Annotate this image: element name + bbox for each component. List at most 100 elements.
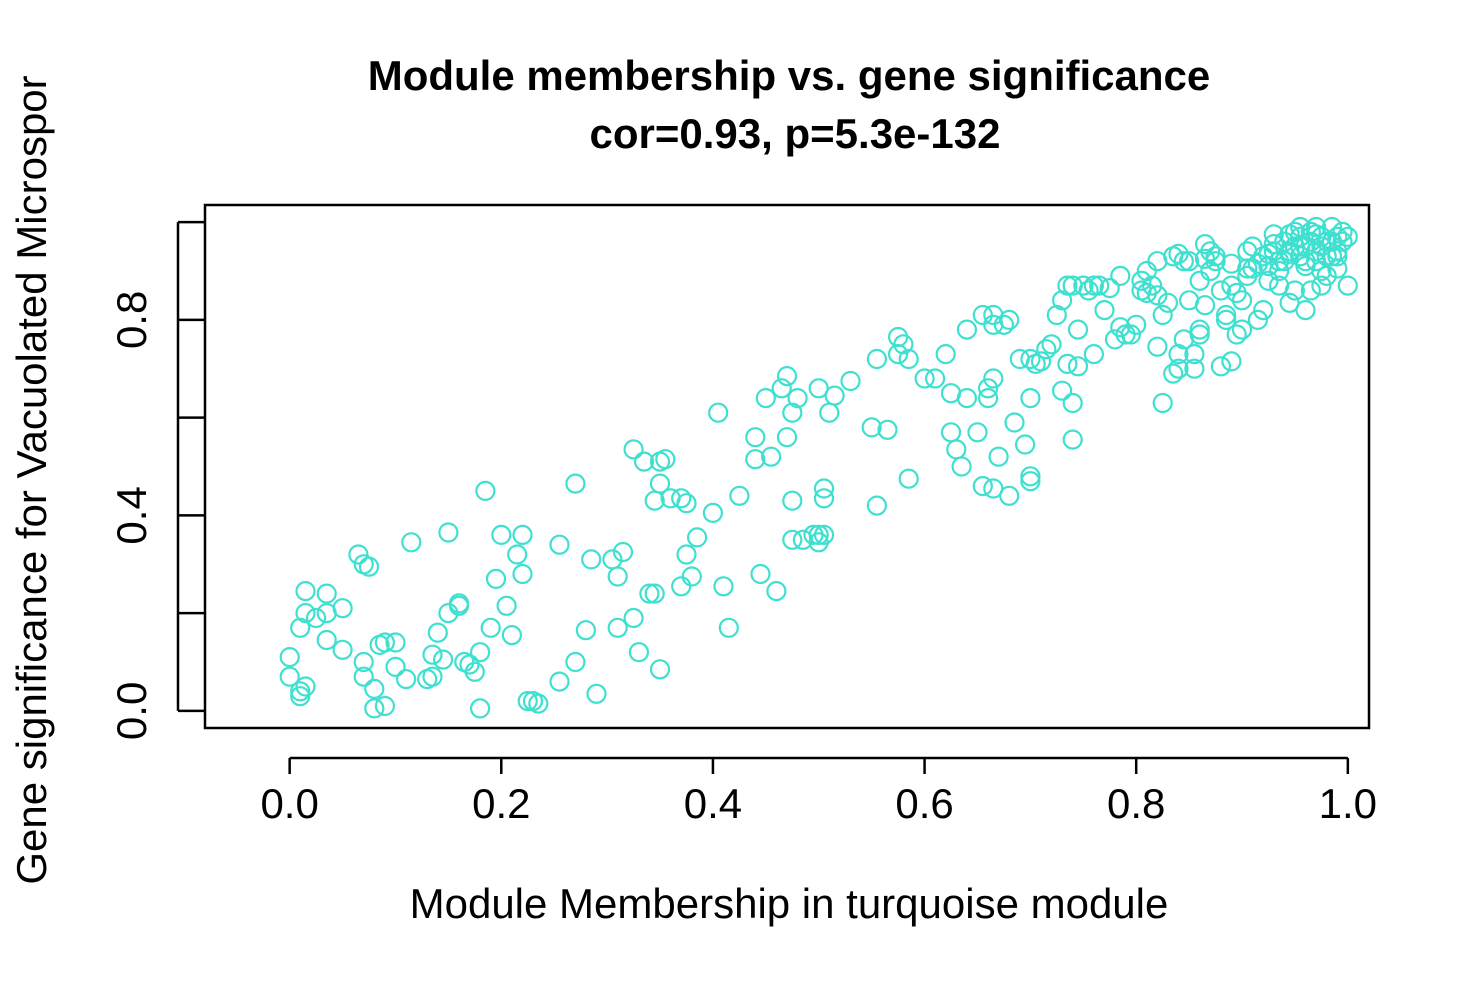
- data-point: [628, 642, 650, 663]
- data-point: [1210, 280, 1232, 301]
- data-point: [1062, 429, 1083, 450]
- data-point: [702, 502, 724, 524]
- data-point: [681, 566, 702, 587]
- data-point: [1094, 300, 1115, 321]
- data-point: [1030, 351, 1052, 372]
- data-point: [433, 649, 454, 670]
- x-tick-label: 0.2: [472, 780, 530, 827]
- data-point: [1300, 280, 1321, 301]
- data-point: [623, 439, 644, 460]
- x-tick-label: 0.8: [1107, 780, 1165, 827]
- data-point: [745, 427, 766, 448]
- data-point: [290, 681, 311, 702]
- data-point: [1279, 224, 1300, 245]
- data-point: [396, 668, 417, 690]
- data-point: [1290, 246, 1311, 267]
- data-point: [776, 427, 798, 448]
- data-point: [1147, 285, 1168, 306]
- data-point: [1327, 246, 1348, 267]
- data-point: [1152, 304, 1173, 326]
- data-point: [1004, 412, 1025, 433]
- data-point: [935, 344, 956, 365]
- data-point: [279, 666, 300, 687]
- data-point: [813, 478, 835, 499]
- data-point: [427, 622, 448, 643]
- data-point: [766, 580, 787, 602]
- data-point: [1263, 224, 1284, 245]
- data-point: [1173, 251, 1194, 272]
- data-point: [332, 598, 353, 619]
- data-point: [485, 568, 507, 590]
- data-point: [1120, 324, 1142, 345]
- data-point: [1036, 339, 1057, 360]
- data-point: [1184, 344, 1205, 365]
- data-point: [1221, 351, 1242, 372]
- data-point: [1194, 295, 1216, 316]
- data-point: [607, 617, 628, 638]
- data-point: [644, 583, 665, 604]
- data-point: [1189, 319, 1210, 340]
- data-point: [1110, 265, 1131, 286]
- chart-title: Module membership vs. gene significance: [368, 52, 1211, 99]
- data-point: [676, 493, 697, 514]
- data-point: [1083, 275, 1105, 296]
- data-point: [1099, 278, 1120, 299]
- data-point: [1327, 226, 1348, 247]
- y-tick-label: 0.0: [108, 682, 155, 740]
- data-point: [512, 524, 533, 546]
- data-point: [1168, 344, 1189, 365]
- data-point: [771, 378, 792, 399]
- data-point: [1073, 275, 1094, 296]
- data-point: [1131, 270, 1152, 291]
- data-point: [946, 439, 967, 460]
- data-point: [639, 583, 660, 604]
- data-point: [1126, 314, 1147, 335]
- x-axis-label: Module Membership in turquoise module: [410, 880, 1169, 927]
- x-tick-label: 1.0: [1319, 780, 1377, 827]
- data-point: [866, 348, 888, 370]
- data-point: [713, 576, 734, 597]
- data-point: [1321, 246, 1343, 267]
- data-point: [988, 446, 1009, 467]
- data-point: [951, 456, 972, 477]
- data-point: [475, 480, 496, 501]
- data-point: [914, 368, 935, 389]
- data-point: [708, 402, 729, 423]
- data-point: [549, 534, 570, 555]
- data-point: [1020, 466, 1041, 487]
- data-point: [1152, 392, 1173, 414]
- data-point: [1067, 356, 1089, 377]
- data-point: [316, 583, 337, 604]
- data-point: [1247, 309, 1269, 330]
- data-point: [1184, 358, 1205, 379]
- data-point: [1258, 270, 1279, 291]
- data-point: [1337, 226, 1358, 247]
- data-point: [782, 490, 803, 511]
- data-point: [448, 593, 470, 614]
- data-point: [671, 488, 692, 509]
- data-point: [1078, 280, 1099, 301]
- data-point: [306, 607, 327, 629]
- x-tick-label: 0.6: [895, 780, 953, 827]
- data-point: [464, 661, 485, 682]
- data-point: [898, 468, 919, 489]
- data-point: [607, 566, 628, 587]
- data-point: [1163, 363, 1184, 384]
- data-point: [496, 595, 517, 616]
- data-point: [1305, 224, 1327, 245]
- data-point: [972, 476, 993, 497]
- data-point: [422, 666, 443, 687]
- data-point: [1332, 221, 1353, 242]
- data-point: [1205, 251, 1226, 272]
- data-point: [501, 624, 522, 646]
- data-point: [1253, 300, 1274, 321]
- data-point: [924, 368, 946, 389]
- data-point: [782, 402, 803, 423]
- data-point: [1290, 226, 1311, 247]
- data-point: [364, 698, 385, 719]
- data-point: [623, 607, 644, 629]
- data-point: [279, 646, 300, 668]
- data-point: [1231, 290, 1253, 311]
- data-point: [861, 417, 882, 438]
